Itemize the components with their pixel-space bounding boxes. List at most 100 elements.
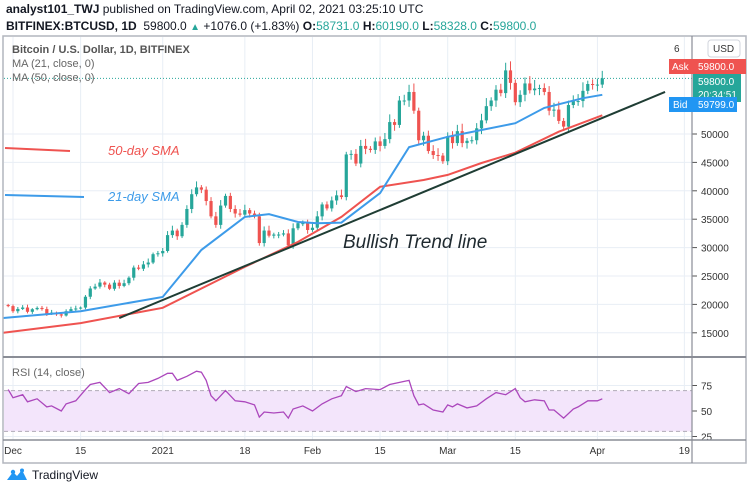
price-tick-label: 50000 bbox=[701, 130, 729, 141]
time-tick-label: Apr bbox=[590, 446, 606, 457]
symbol: BITFINEX:BTCUSD, 1D bbox=[6, 19, 137, 33]
ask-price-tag bbox=[693, 59, 746, 74]
candle-body bbox=[552, 109, 556, 111]
candle-body bbox=[238, 213, 242, 215]
bar-countdown: 20:34:51 bbox=[698, 90, 737, 101]
candle-body bbox=[267, 230, 271, 236]
time-tick-label: 15 bbox=[375, 446, 387, 457]
rsi-line bbox=[7, 370, 603, 420]
candle-body bbox=[402, 100, 406, 102]
candle-body bbox=[537, 87, 542, 89]
candle-body bbox=[571, 101, 575, 106]
candle-body bbox=[233, 208, 237, 214]
candle-body bbox=[412, 91, 416, 111]
candle-body bbox=[88, 288, 92, 297]
indicator-lines bbox=[3, 91, 666, 420]
candle-body bbox=[460, 131, 464, 144]
candle-body bbox=[310, 227, 315, 230]
candle-body bbox=[146, 262, 150, 265]
ma21-line bbox=[3, 93, 603, 319]
annotation-bullish-trend-line: Bullish Trend line bbox=[343, 232, 487, 253]
publish-info: published on TradingView.com, April 02, … bbox=[102, 2, 424, 16]
low-value: 58328.0 bbox=[433, 19, 477, 33]
candle-body bbox=[489, 100, 493, 107]
candle-body bbox=[180, 224, 184, 237]
candle-body bbox=[117, 282, 121, 286]
close-label: C: bbox=[480, 19, 493, 33]
candle-body bbox=[69, 309, 73, 312]
candle-body bbox=[108, 284, 112, 289]
candle-body bbox=[136, 267, 141, 269]
time-tick-label: 18 bbox=[239, 446, 251, 457]
candle-body bbox=[499, 89, 503, 94]
candle-body bbox=[335, 195, 339, 201]
candle-body bbox=[45, 309, 49, 314]
candle-body bbox=[513, 82, 517, 103]
candle-body bbox=[281, 233, 286, 235]
candle-body bbox=[344, 154, 348, 198]
candle-body bbox=[156, 253, 160, 255]
candle-body bbox=[325, 204, 329, 209]
candle-body bbox=[542, 87, 546, 92]
candle-body bbox=[595, 84, 600, 86]
legend-ma21[interactable]: MA (21, close, 0) bbox=[12, 58, 95, 70]
candle-body bbox=[21, 307, 25, 309]
ask-tag bbox=[669, 59, 693, 74]
candle-body bbox=[40, 307, 44, 310]
legend-title: Bitcoin / U.S. Dollar, 1D, BITFINEX bbox=[12, 44, 191, 56]
candle-body bbox=[170, 230, 174, 236]
candle-body bbox=[277, 234, 281, 236]
candle-body bbox=[368, 148, 373, 150]
currency-label[interactable]: USD bbox=[713, 44, 734, 55]
tradingview-logo[interactable]: TradingView bbox=[6, 468, 98, 482]
candle-body bbox=[98, 282, 102, 287]
tradingview-brand: TradingView bbox=[32, 468, 99, 482]
publish-line: analyst101_TWJ published on TradingView.… bbox=[6, 2, 423, 16]
candle-body bbox=[339, 195, 344, 198]
price-change: +1076.0 (+1.83%) bbox=[203, 19, 300, 33]
bid-price: 59799.0 bbox=[698, 100, 735, 111]
candle-body bbox=[388, 122, 392, 140]
price-tick-label: 35000 bbox=[701, 215, 729, 226]
author-name[interactable]: analyst101_TWJ bbox=[6, 2, 100, 16]
candle-body bbox=[518, 94, 522, 103]
time-tick-label: 15 bbox=[510, 446, 522, 457]
candle-body bbox=[257, 216, 261, 244]
candle-body bbox=[93, 286, 97, 289]
candle-body bbox=[586, 84, 590, 91]
candle-body bbox=[243, 210, 247, 215]
price-tick-cut: 6 bbox=[674, 44, 680, 55]
candle-body bbox=[291, 228, 295, 246]
ask-price: 59800.0 bbox=[698, 62, 735, 73]
candle-body bbox=[16, 308, 20, 312]
candle-body bbox=[83, 296, 88, 308]
candle-body bbox=[504, 70, 508, 94]
candle-body bbox=[59, 314, 63, 316]
candle-body bbox=[199, 187, 203, 190]
low-label: L: bbox=[422, 19, 434, 33]
candle-body bbox=[306, 223, 310, 230]
legend-ma50[interactable]: MA (50, close, 0) bbox=[12, 72, 95, 84]
time-tick-label: Mar bbox=[439, 446, 457, 457]
candle-body bbox=[431, 151, 435, 156]
ma21-legend-swatch bbox=[4, 194, 85, 198]
price-tick-label: 40000 bbox=[701, 187, 729, 198]
up-triangle-icon: ▲ bbox=[190, 22, 200, 33]
candle-body bbox=[436, 155, 440, 157]
candle-body bbox=[286, 233, 290, 246]
candle-body bbox=[528, 83, 532, 91]
bullish-trend-line bbox=[118, 91, 666, 319]
high-label: H: bbox=[362, 19, 376, 33]
candle-body bbox=[417, 110, 421, 141]
annotation-50-day-sma: 50-day SMA bbox=[108, 143, 180, 158]
currency-button[interactable] bbox=[707, 39, 741, 58]
open-label: O: bbox=[302, 19, 317, 33]
legend-rsi[interactable]: RSI (14, close) bbox=[12, 367, 85, 379]
candle-body bbox=[547, 91, 551, 111]
grid bbox=[4, 37, 692, 440]
candle-body bbox=[600, 78, 604, 85]
bid-price-tag bbox=[693, 97, 737, 112]
candle-body bbox=[223, 195, 228, 206]
candle-body bbox=[315, 216, 319, 228]
